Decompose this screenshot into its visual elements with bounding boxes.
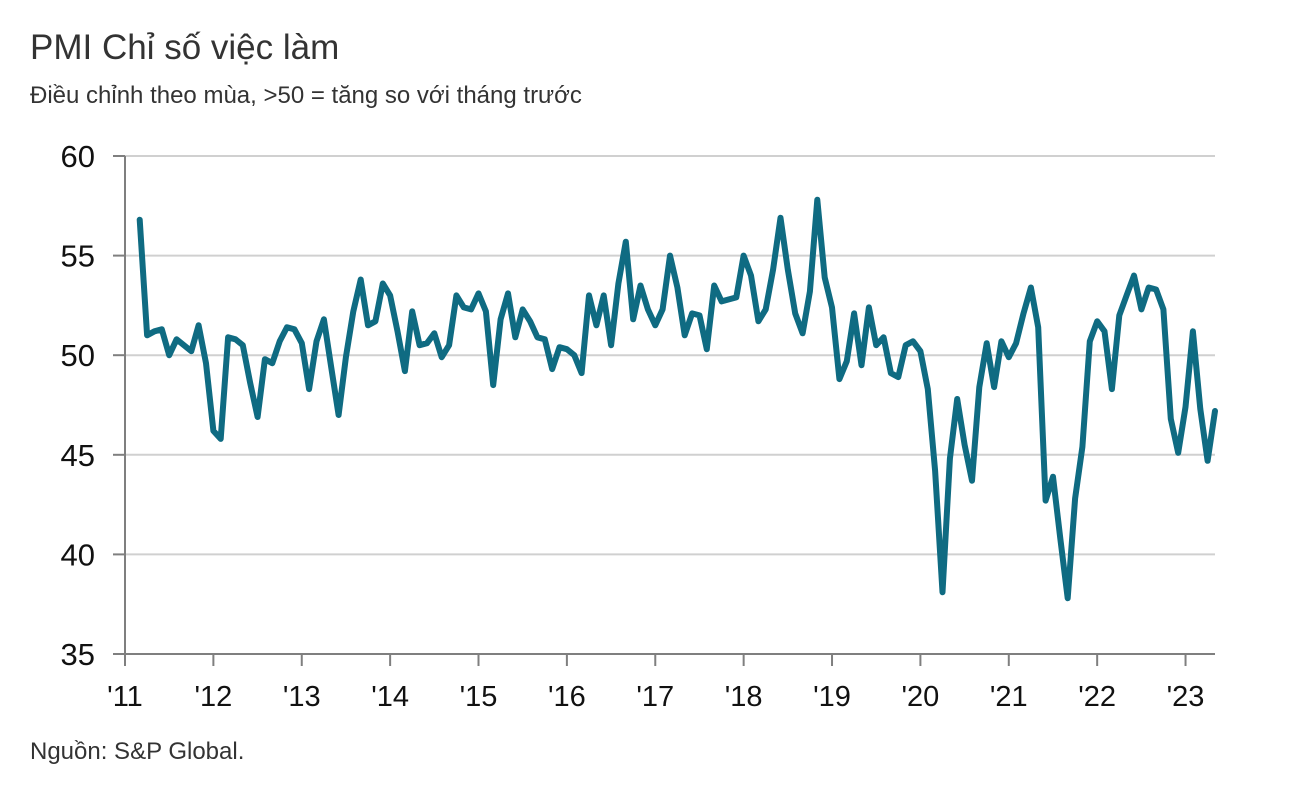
y-tick-label-35: 35 bbox=[61, 637, 95, 672]
x-tick-label-2011-01: '11 bbox=[107, 681, 143, 713]
chart-subtitle: Điều chỉnh theo mùa, >50 = tăng so với t… bbox=[30, 82, 582, 109]
source-note: Nguồn: S&P Global. bbox=[30, 738, 245, 765]
gridlines bbox=[125, 155, 1215, 556]
x-tick-label-2016-01: '16 bbox=[548, 681, 586, 713]
series-line-0 bbox=[136, 196, 1218, 602]
x-tick-label-2012-01: '12 bbox=[194, 681, 232, 713]
x-tick-label-2018-01: '18 bbox=[725, 681, 763, 713]
y-tick-label-50: 50 bbox=[61, 338, 95, 373]
y-tick-label-55: 55 bbox=[61, 239, 95, 274]
x-tick-label-2019-01: '19 bbox=[813, 681, 851, 713]
x-tick-label-2020-01: '20 bbox=[902, 681, 940, 713]
x-tick-label-2014-01: '14 bbox=[371, 681, 409, 713]
y-tick-label-45: 45 bbox=[61, 438, 95, 473]
x-tick-label-2023-01: '23 bbox=[1167, 681, 1205, 713]
x-tick-label-2013-01: '13 bbox=[283, 681, 321, 713]
x-tick-label-2021-01: '21 bbox=[990, 681, 1028, 713]
chart-title: PMI Chỉ số việc làm bbox=[30, 28, 340, 67]
x-tick-label-2022-01: '22 bbox=[1078, 681, 1116, 713]
y-tick-label-60: 60 bbox=[61, 139, 95, 174]
y-tick-labels: 35 40 45 50 55 60 bbox=[61, 139, 95, 672]
x-tick-labels: '11 '12 '13 '14 '15 '16 '17 '18 '19 '20 '21 '22 '23 bbox=[107, 681, 1204, 713]
y-tick-label-40: 40 bbox=[61, 537, 95, 572]
series-layer bbox=[136, 196, 1218, 602]
axes bbox=[113, 155, 1215, 666]
x-tick-label-2015-01: '15 bbox=[460, 681, 498, 713]
x-tick-label-2017-01: '17 bbox=[636, 681, 674, 713]
